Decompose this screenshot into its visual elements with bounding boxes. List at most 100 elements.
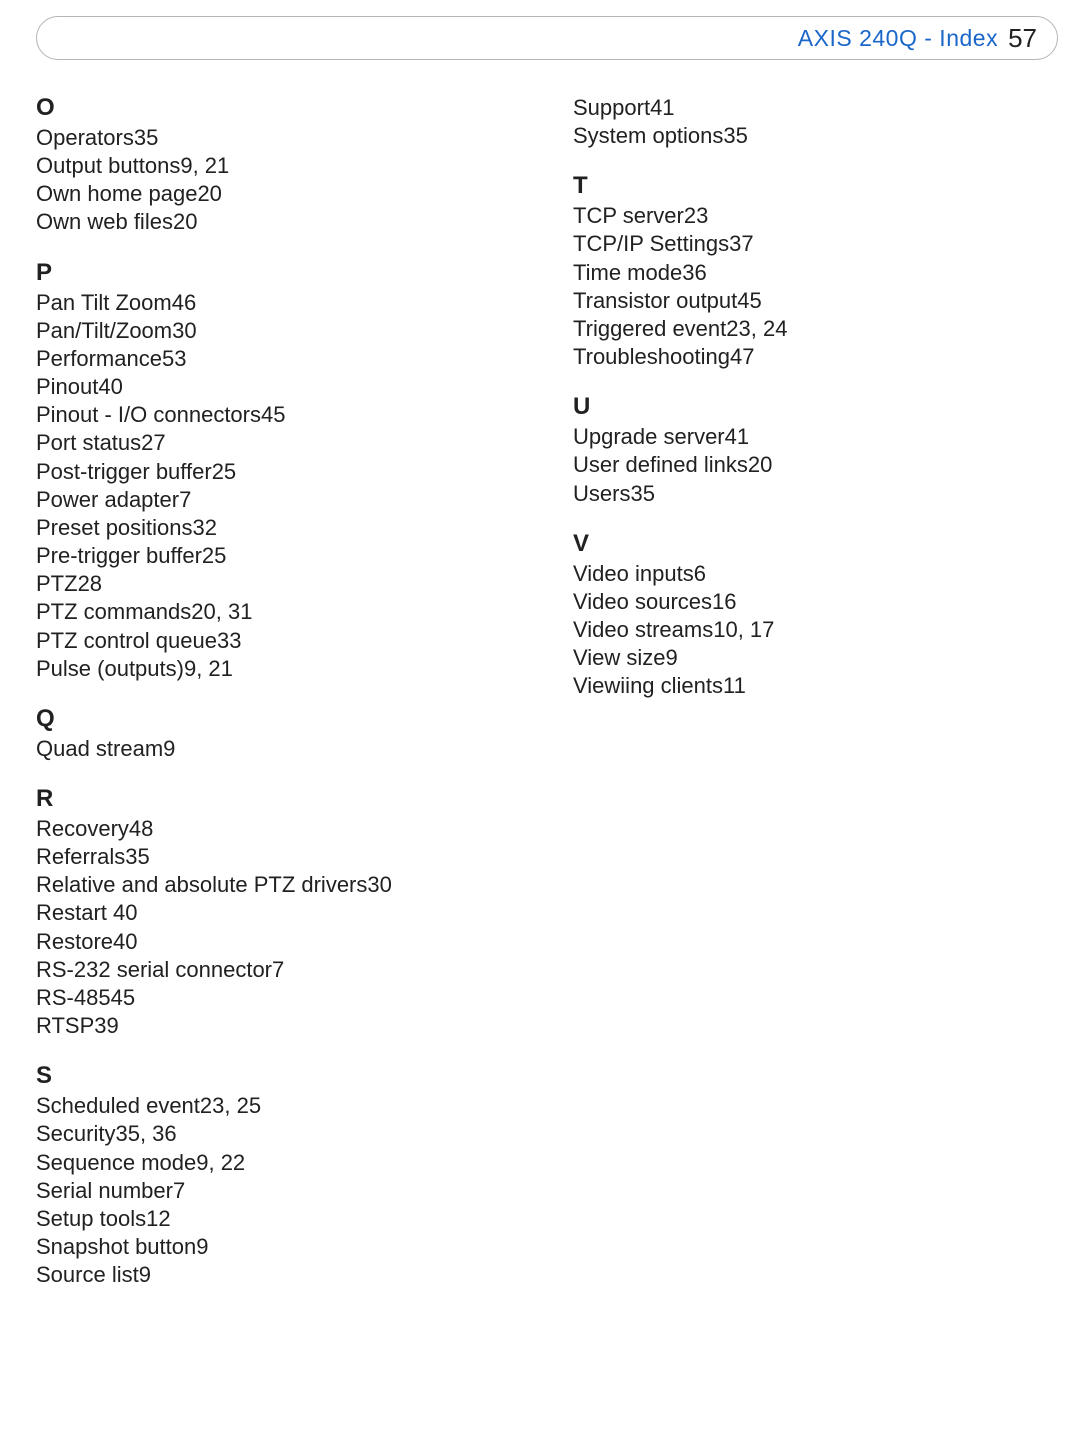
- section-letter: P: [36, 259, 525, 287]
- entry-pages: 6: [694, 561, 706, 586]
- entry-pages: 53: [162, 346, 186, 371]
- index-entry: Upgrade server41: [573, 423, 1062, 451]
- index-entry: Restore40: [36, 928, 525, 956]
- entry-pages: 9: [196, 1234, 208, 1259]
- entry-term: Preset positions: [36, 515, 193, 540]
- index-entry: System options35: [573, 122, 1062, 150]
- index-section: TTCP server23TCP/IP Settings37 Time mode3…: [573, 172, 1062, 371]
- entry-term: PTZ control queue: [36, 628, 217, 653]
- index-entry: Video sources16: [573, 588, 1062, 616]
- index-entry: Pre-trigger buffer25: [36, 542, 525, 570]
- entry-term: Pinout - I/O connectors: [36, 402, 261, 427]
- index-entry: Users35: [573, 480, 1062, 508]
- entry-term: Output buttons: [36, 153, 180, 178]
- index-entry: Viewiing clients11: [573, 672, 1062, 700]
- entry-term: Own web files: [36, 209, 173, 234]
- index-entry: View size9: [573, 644, 1062, 672]
- entry-pages: 41: [725, 424, 749, 449]
- entry-pages: 25: [202, 543, 226, 568]
- entry-term: Support: [573, 95, 650, 120]
- entry-term: PTZ commands: [36, 599, 191, 624]
- entry-pages: 45: [737, 288, 761, 313]
- entry-term: Users: [573, 481, 630, 506]
- entry-pages: 23, 24: [726, 316, 787, 341]
- entry-term: Video sources: [573, 589, 712, 614]
- entry-term: RS-232 serial connector: [36, 957, 272, 982]
- index-section: PPan Tilt Zoom46Pan/Tilt/Zoom30Performan…: [36, 259, 525, 683]
- entry-term: Time mode: [573, 260, 682, 285]
- section-letter: S: [36, 1062, 525, 1090]
- index-entry: Quad stream9: [36, 735, 525, 763]
- entry-term: Port status: [36, 430, 141, 455]
- entry-term: Pan/Tilt/Zoom: [36, 318, 172, 343]
- entry-term: TCP server: [573, 203, 684, 228]
- entry-pages: 9, 21: [180, 153, 229, 178]
- index-entry: Power adapter7: [36, 486, 525, 514]
- entry-pages: 41: [650, 95, 674, 120]
- index-entry: TCP server23: [573, 202, 1062, 230]
- index-section: Support41System options35: [573, 94, 1062, 150]
- index-entry: Support41: [573, 94, 1062, 122]
- page-number: 57: [1008, 23, 1037, 54]
- index-entry: User defined links20: [573, 451, 1062, 479]
- entry-term: Quad stream: [36, 736, 163, 761]
- index-entry: Troubleshooting47: [573, 343, 1062, 371]
- entry-term: Snapshot button: [36, 1234, 196, 1259]
- entry-pages: 27: [141, 430, 165, 455]
- index-entry: Preset positions32: [36, 514, 525, 542]
- entry-pages: 30: [367, 872, 391, 897]
- index-entry: Source list9: [36, 1261, 525, 1289]
- index-entry: Sequence mode9, 22: [36, 1149, 525, 1177]
- entry-term: Troubleshooting: [573, 344, 730, 369]
- entry-pages: 12: [146, 1206, 170, 1231]
- index-entry: Transistor output45: [573, 287, 1062, 315]
- entry-term: Transistor output: [573, 288, 737, 313]
- section-letter: O: [36, 94, 525, 122]
- entry-pages: 25: [212, 459, 236, 484]
- entry-term: RTSP: [36, 1013, 94, 1038]
- entry-term: Pan Tilt Zoom: [36, 290, 172, 315]
- section-letter: U: [573, 393, 1062, 421]
- entry-pages: 40: [98, 374, 122, 399]
- entry-pages: 23, 25: [200, 1093, 261, 1118]
- entry-term: Video inputs: [573, 561, 694, 586]
- entry-pages: 37: [729, 231, 753, 256]
- index-entry: PTZ control queue33: [36, 627, 525, 655]
- index-entry: RS-48545: [36, 984, 525, 1012]
- entry-term: TCP/IP Settings: [573, 231, 729, 256]
- index-entry: Serial number7: [36, 1177, 525, 1205]
- index-section: OOperators35Output buttons9, 21Own home …: [36, 94, 525, 237]
- entry-pages: 35: [125, 844, 149, 869]
- entry-term: Operators: [36, 125, 134, 150]
- entry-term: PTZ: [36, 571, 78, 596]
- entry-pages: 35: [134, 125, 158, 150]
- entry-term: Scheduled event: [36, 1093, 200, 1118]
- entry-pages: 7: [173, 1178, 185, 1203]
- entry-pages: 9: [163, 736, 175, 761]
- index-entry: Restart 40: [36, 899, 525, 927]
- section-letter: T: [573, 172, 1062, 200]
- entry-term: Source list: [36, 1262, 139, 1287]
- index-entry: Relative and absolute PTZ drivers30: [36, 871, 525, 899]
- index-entry: Referrals35: [36, 843, 525, 871]
- index-entry: Snapshot button9: [36, 1233, 525, 1261]
- section-letter: Q: [36, 705, 525, 733]
- header-pill: AXIS 240Q - Index 57: [36, 16, 1058, 60]
- entry-pages: 40: [107, 900, 138, 925]
- page-header: AXIS 240Q - Index 57: [36, 16, 1062, 64]
- index-column: Support41System options35TTCP server23TC…: [573, 94, 1062, 1311]
- entry-pages: 45: [261, 402, 285, 427]
- entry-pages: 35: [630, 481, 654, 506]
- entry-term: Video streams: [573, 617, 713, 642]
- entry-term: Restart: [36, 900, 107, 925]
- index-column: OOperators35Output buttons9, 21Own home …: [36, 94, 525, 1311]
- index-entry: Performance53: [36, 345, 525, 373]
- index-entry: Recovery48: [36, 815, 525, 843]
- entry-term: Sequence mode: [36, 1150, 196, 1175]
- entry-pages: 40: [113, 929, 137, 954]
- entry-pages: 16: [712, 589, 736, 614]
- index-entry: Operators35: [36, 124, 525, 152]
- entry-pages: 36: [682, 260, 706, 285]
- entry-pages: 20, 31: [191, 599, 252, 624]
- entry-pages: 47: [730, 344, 754, 369]
